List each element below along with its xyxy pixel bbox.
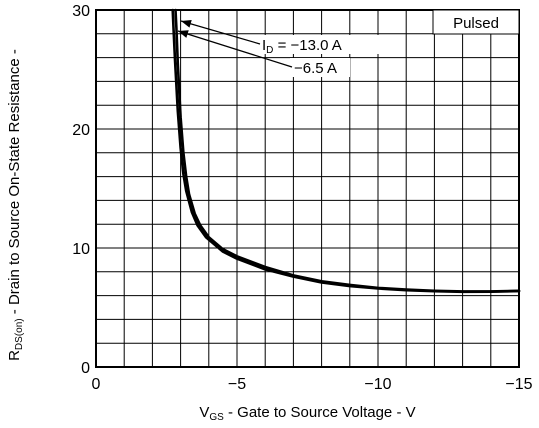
arrow-6.5a-line xyxy=(177,30,293,68)
callout-6.5a-background xyxy=(290,58,350,77)
x-tick-labels: 0 −5 −10 −15 xyxy=(92,376,533,393)
x-axis-label: VGS - Gate to Source Voltage - V xyxy=(199,404,415,423)
arrow-13a-line xyxy=(180,20,261,45)
callout-13a-rest: = −13.0 A xyxy=(273,37,341,54)
y-tick-label: 20 xyxy=(72,122,90,139)
x-tick-label: 0 xyxy=(92,376,101,393)
x-axis-label-sub: GS xyxy=(209,412,224,423)
arrow-6.5a-head xyxy=(178,30,189,38)
pulsed-annotation-box xyxy=(432,9,520,35)
x-tick-label: −10 xyxy=(364,376,391,393)
y-axis-label-main: R xyxy=(6,350,23,361)
y-tick-labels: 0 10 20 30 xyxy=(72,3,90,377)
y-tick-label: 10 xyxy=(72,241,90,258)
grid xyxy=(96,10,519,367)
callout-6.5a-label: −6.5 A xyxy=(294,60,337,77)
callout-arrows xyxy=(177,19,293,68)
y-axis-label-rest: - Drain to Source On-State Resistance - xyxy=(6,49,23,318)
y-axis-label: RDS(on) - Drain to Source On-State Resis… xyxy=(6,49,25,361)
y-axis-label-sub: DS(on) xyxy=(14,318,25,350)
x-axis-label-rest: - Gate to Source Voltage - V xyxy=(224,404,416,421)
x-tick-label: −15 xyxy=(505,376,532,393)
callout-13a-background xyxy=(258,35,380,54)
callout-13a-main: I xyxy=(262,37,266,54)
series-line-2 xyxy=(171,8,521,294)
x-axis-label-main: V xyxy=(199,404,209,421)
arrow-13a-head xyxy=(181,19,192,28)
y-tick-label: 30 xyxy=(72,3,90,20)
pulsed-annotation: Pulsed xyxy=(453,15,499,32)
y-tick-label: 0 xyxy=(81,360,90,377)
plot-frame xyxy=(95,9,520,368)
callout-13a-sub: D xyxy=(266,45,273,56)
series-layer xyxy=(171,8,521,294)
callout-13a-label: ID = −13.0 A xyxy=(262,37,342,56)
x-tick-label: −5 xyxy=(228,376,246,393)
